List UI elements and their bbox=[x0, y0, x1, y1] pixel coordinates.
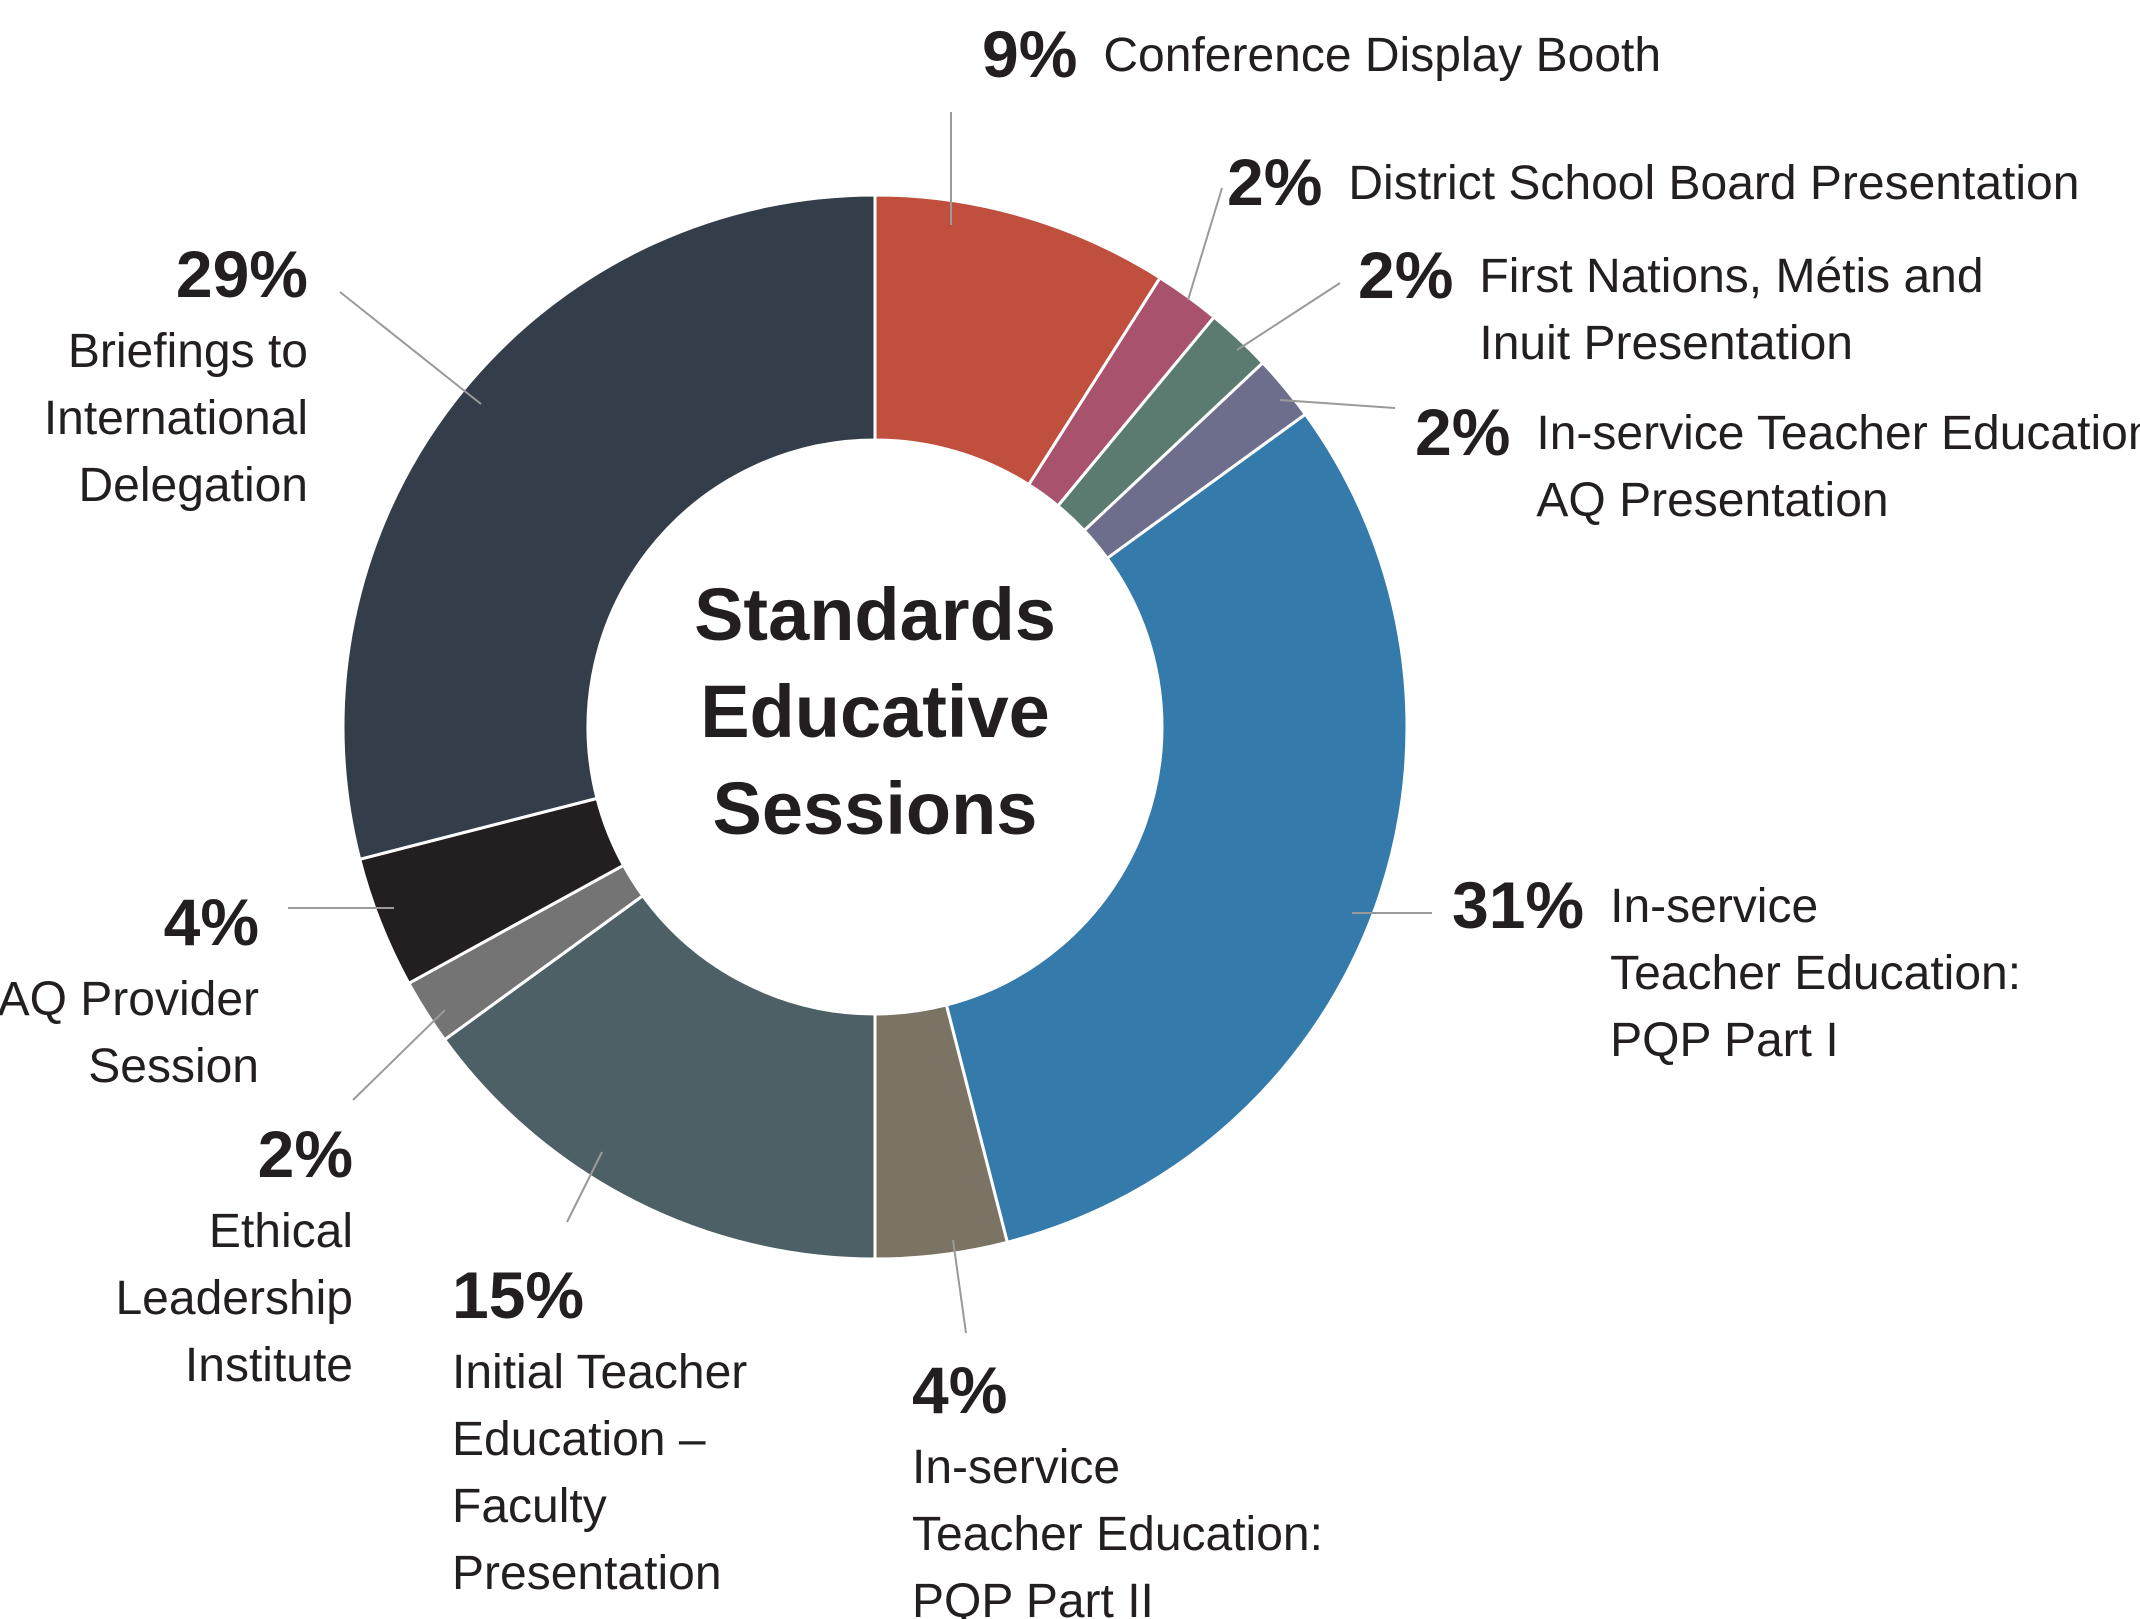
category-label: Institute bbox=[185, 1339, 353, 1392]
percent-label: 9% bbox=[982, 17, 1077, 91]
leader-line-2 bbox=[1187, 187, 1223, 301]
category-label: In-service Teacher Education: bbox=[1536, 407, 2140, 460]
slice-label-1: 9% Conference Display Booth bbox=[982, 17, 1661, 91]
leader-line-7 bbox=[566, 1151, 603, 1223]
category-label: Teacher Education: bbox=[912, 1508, 1323, 1561]
percent-label: 2% bbox=[258, 1117, 353, 1191]
category-label: Faculty bbox=[452, 1480, 607, 1533]
leader-line-4 bbox=[1279, 399, 1396, 409]
leader-lines bbox=[288, 112, 1432, 1334]
slice-label-7: 15% Initial Teacher Education – Faculty Pres… bbox=[452, 1258, 747, 1600]
leader-line-10 bbox=[339, 291, 482, 405]
category-label: Briefings to bbox=[68, 325, 308, 378]
slice-7 bbox=[442, 893, 877, 1261]
slice-10 bbox=[341, 193, 877, 862]
category-label: Education – bbox=[452, 1413, 706, 1466]
category-label: Teacher Education: bbox=[1610, 947, 2021, 1000]
category-label: International bbox=[44, 392, 308, 445]
chart-title-line: Standards bbox=[694, 573, 1056, 656]
category-label: Conference Display Booth bbox=[1103, 29, 1661, 82]
category-label: District School Board Presentation bbox=[1348, 157, 2079, 210]
category-label: Delegation bbox=[79, 459, 309, 512]
slices bbox=[341, 193, 1409, 1261]
percent-label: 31% bbox=[1452, 868, 1584, 942]
chart-title-line: Sessions bbox=[713, 767, 1038, 850]
category-label: AQ Presentation bbox=[1536, 474, 1888, 527]
leader-line-3 bbox=[1236, 282, 1341, 351]
chart-title-line: Educative bbox=[700, 670, 1050, 753]
slice-label-6: 4% In-service Teacher Education: PQP Part I… bbox=[912, 1353, 1323, 1619]
slice-label-5: 31% In-service Teacher Education: PQP Part … bbox=[1452, 868, 2021, 1067]
category-label: In-service bbox=[1610, 880, 1818, 933]
leader-line-6 bbox=[952, 1239, 967, 1334]
percent-label: 29% bbox=[176, 237, 308, 311]
percent-label: 15% bbox=[452, 1258, 584, 1332]
slice-label-10: 29% Briefings to International Delegation bbox=[44, 237, 308, 512]
slice-label-3: 2% First Nations, Métis and Inuit Presenta… bbox=[1358, 238, 1984, 370]
slice-label-4: 2% In-service Teacher Education: AQ Presen… bbox=[1415, 395, 2140, 527]
category-label: Session bbox=[88, 1040, 259, 1093]
category-label: Leadership bbox=[115, 1272, 353, 1325]
percent-label: 2% bbox=[1227, 145, 1322, 219]
slice-5 bbox=[944, 412, 1409, 1245]
category-label: Initial Teacher bbox=[452, 1346, 747, 1399]
leader-line-8 bbox=[352, 1009, 446, 1101]
center-title: Standards Educative Sessions bbox=[694, 573, 1056, 850]
category-label: In-service bbox=[912, 1441, 1120, 1494]
category-label: PQP Part II bbox=[912, 1575, 1154, 1619]
slice-labels: 9% Conference Display Booth 2% District Sch… bbox=[0, 17, 2140, 1619]
percent-label: 2% bbox=[1415, 395, 1510, 469]
percent-label: 2% bbox=[1358, 238, 1453, 312]
percent-label: 4% bbox=[912, 1353, 1007, 1427]
category-label: First Nations, Métis and bbox=[1479, 250, 1983, 303]
slice-label-9: 4% AQ Provider Session bbox=[0, 885, 259, 1093]
percent-label: 4% bbox=[164, 885, 259, 959]
category-label: PQP Part I bbox=[1610, 1014, 1839, 1067]
category-label: Ethical bbox=[209, 1205, 353, 1258]
slice-label-2: 2% District School Board Presentation bbox=[1227, 145, 2079, 219]
category-label: Inuit Presentation bbox=[1479, 317, 1853, 370]
category-label: AQ Provider bbox=[0, 973, 259, 1026]
slice-label-8: 2% Ethical Leadership Institute bbox=[115, 1117, 353, 1392]
category-label: Presentation bbox=[452, 1547, 722, 1600]
